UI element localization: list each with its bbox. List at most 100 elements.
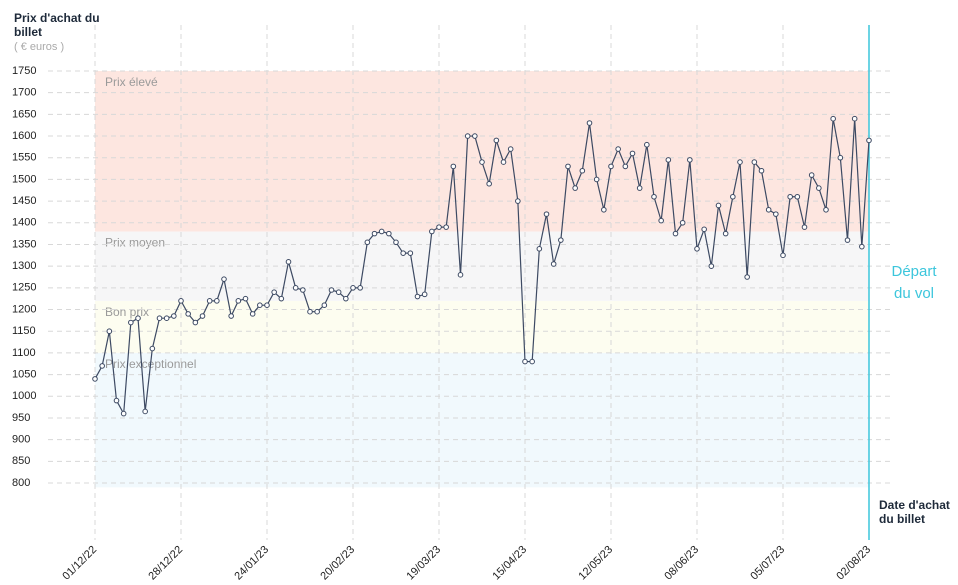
price-point: [558, 237, 564, 243]
band-label: Prix élevé: [105, 75, 158, 89]
price-point: [572, 185, 578, 191]
price-point: [135, 315, 141, 321]
price-point: [350, 285, 356, 291]
price-point: [386, 230, 392, 237]
y-tick-label: 1350: [12, 238, 36, 250]
x-tick-label: 24/01/23: [232, 544, 271, 583]
x-tick-label: 15/04/23: [490, 544, 529, 583]
y-tick-label: 1750: [12, 65, 36, 77]
price-point: [92, 376, 98, 382]
y-tick-label: 1500: [12, 173, 36, 185]
price-point: [378, 228, 385, 235]
price-band: [95, 70, 869, 232]
price-point: [708, 263, 715, 269]
y-tick-label: 1450: [12, 195, 36, 207]
price-point: [565, 163, 571, 170]
price-point: [106, 328, 113, 335]
y-tick-label: 1300: [12, 260, 36, 272]
price-point: [550, 261, 557, 267]
price-point: [687, 157, 693, 163]
x-tick-label: 01/12/22: [60, 544, 99, 583]
price-point: [816, 185, 822, 191]
price-point: [343, 295, 349, 302]
y-tick-label: 900: [12, 434, 30, 446]
price-point: [515, 198, 521, 204]
price-point: [142, 408, 148, 415]
y-axis-label: Prix d'achat du billet: [14, 11, 100, 39]
price-point: [744, 274, 750, 280]
price-point: [715, 202, 722, 209]
price-point: [464, 133, 471, 139]
y-tick-label: 1550: [12, 152, 36, 164]
y-tick-label: 1200: [12, 303, 36, 315]
price-point: [257, 302, 263, 308]
price-point: [314, 308, 320, 315]
price-point: [701, 226, 707, 233]
price-point: [249, 311, 256, 317]
band-label: Prix moyen: [105, 236, 165, 250]
price-band: [95, 300, 869, 353]
price-point: [665, 157, 672, 163]
price-point: [658, 217, 664, 224]
price-point: [593, 176, 600, 183]
price-point: [543, 211, 550, 217]
price-point: [278, 295, 285, 302]
price-point: [271, 289, 277, 295]
price-point: [149, 345, 156, 352]
price-point: [199, 313, 206, 319]
x-tick-label: 28/12/22: [146, 544, 185, 583]
price-point: [192, 319, 199, 326]
price-point: [113, 397, 120, 404]
price-point: [357, 285, 363, 291]
price-point: [421, 291, 428, 298]
price-point: [794, 193, 801, 200]
price-point: [629, 150, 636, 157]
price-point: [522, 358, 528, 365]
price-point: [579, 167, 586, 174]
price-point: [844, 237, 851, 243]
price-point: [450, 163, 457, 170]
price-point: [758, 167, 765, 174]
price-point: [479, 159, 485, 165]
y-tick-label: 1000: [12, 390, 36, 402]
price-point: [285, 259, 292, 265]
price-point: [364, 239, 371, 246]
x-tick-label: 08/06/23: [662, 544, 701, 583]
price-point: [393, 239, 399, 246]
price-point: [457, 272, 464, 278]
price-point: [823, 206, 829, 213]
price-point: [206, 298, 213, 304]
price-point: [228, 313, 234, 319]
y-tick-label: 1400: [12, 217, 36, 229]
price-point: [128, 319, 134, 326]
price-point: [235, 298, 242, 304]
price-point: [414, 293, 421, 300]
price-point: [651, 193, 657, 200]
price-point: [429, 228, 435, 235]
y-tick-label: 1250: [12, 282, 36, 294]
price-point: [99, 363, 105, 369]
price-point: [679, 219, 686, 226]
price-point: [163, 315, 170, 321]
price-point: [120, 410, 127, 417]
price-point: [644, 141, 650, 148]
price-point: [615, 146, 621, 152]
y-tick-label: 1100: [12, 347, 36, 359]
price-point: [407, 250, 414, 256]
price-point: [242, 295, 249, 302]
price-point: [722, 230, 729, 237]
price-point: [866, 137, 872, 144]
x-tick-label: 05/07/23: [748, 544, 787, 583]
y-tick-label: 850: [12, 455, 30, 467]
price-point: [536, 246, 543, 252]
price-point: [300, 287, 306, 293]
y-tick-label: 1650: [12, 108, 36, 120]
price-point: [636, 185, 643, 191]
price-point: [328, 287, 335, 293]
price-point: [443, 224, 449, 230]
price-point: [371, 230, 378, 237]
y-tick-label: 1150: [12, 325, 36, 337]
price-point: [185, 311, 191, 317]
